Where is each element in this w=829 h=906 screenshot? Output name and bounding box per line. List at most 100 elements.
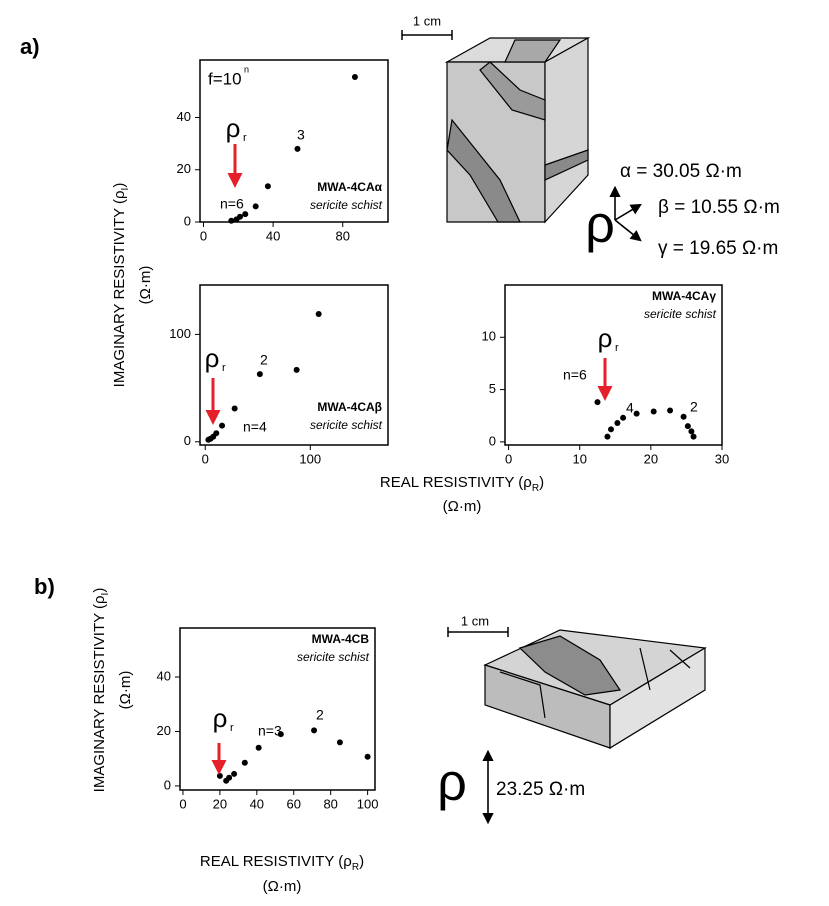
panel-label: a) bbox=[20, 34, 40, 59]
data-point bbox=[633, 410, 640, 417]
data-point bbox=[336, 739, 343, 746]
data-point bbox=[294, 145, 301, 152]
annotation: 2 bbox=[316, 707, 324, 723]
x-axis-unit: (Ω·m) bbox=[443, 498, 482, 515]
plot-frame bbox=[199, 59, 389, 223]
annotation: f=10 bbox=[208, 69, 242, 88]
text: I bbox=[120, 188, 131, 191]
rock-cube bbox=[444, 36, 591, 224]
y-tick-label: 40 bbox=[157, 668, 171, 683]
rho-symbol: ρ bbox=[437, 754, 467, 812]
annotation: ρ bbox=[205, 343, 220, 373]
data-point bbox=[252, 203, 259, 210]
annotation: n bbox=[244, 64, 249, 74]
rock-slab bbox=[483, 629, 707, 750]
data-point bbox=[614, 420, 621, 427]
x-tick-label: 40 bbox=[250, 796, 264, 811]
annotation: ρ bbox=[213, 703, 228, 733]
annotation: r bbox=[615, 342, 619, 354]
chart-title: MWA-4CAα bbox=[317, 180, 382, 194]
annotation: n=3 bbox=[258, 723, 282, 739]
annotation: n=6 bbox=[563, 367, 587, 383]
data-point bbox=[667, 407, 674, 414]
chart-title: MWA-4CAγ bbox=[652, 289, 716, 303]
x-tick-label: 30 bbox=[715, 451, 729, 466]
y-tick-label: 100 bbox=[169, 326, 191, 341]
data-point bbox=[690, 433, 697, 440]
text: R bbox=[532, 483, 539, 494]
scale-label: 1 cm bbox=[413, 13, 441, 28]
data-point bbox=[351, 73, 358, 80]
alpha-label: α = 30.05 Ω·m bbox=[620, 161, 742, 182]
annotation: 2 bbox=[690, 399, 698, 415]
x-axis-title: REAL RESISTIVITY (ρR) bbox=[380, 474, 544, 494]
data-point bbox=[364, 753, 371, 760]
data-point bbox=[604, 433, 611, 440]
text: R bbox=[352, 862, 359, 873]
text: ) bbox=[111, 183, 128, 188]
y-tick-label: 20 bbox=[177, 161, 191, 176]
y-tick-label: 0 bbox=[184, 213, 191, 228]
text: I bbox=[100, 593, 111, 596]
panel-label: b) bbox=[34, 574, 55, 599]
beta-label: β = 10.55 Ω·m bbox=[658, 197, 780, 218]
text: IMAGINARY RESISTIVITY (ρ bbox=[111, 190, 128, 387]
x-tick-label: 0 bbox=[505, 451, 512, 466]
x-tick-label: 0 bbox=[179, 796, 186, 811]
x-tick-label: 20 bbox=[644, 451, 658, 466]
x-tick-label: 80 bbox=[336, 228, 350, 243]
data-point bbox=[255, 744, 262, 751]
annotation: ρ bbox=[226, 113, 241, 143]
y-tick-label: 0 bbox=[184, 433, 191, 448]
data-point bbox=[219, 422, 226, 429]
chart-subtitle: sericite schist bbox=[310, 418, 383, 432]
plot-frame bbox=[504, 284, 723, 446]
x-tick-label: 20 bbox=[213, 796, 227, 811]
chart-title: MWA-4CAβ bbox=[317, 400, 382, 414]
y-axis-title: IMAGINARY RESISTIVITY (ρI) bbox=[91, 588, 111, 793]
y-tick-label: 0 bbox=[164, 777, 171, 792]
y-tick-label: 10 bbox=[482, 329, 496, 344]
data-point bbox=[216, 772, 223, 779]
x-axis-title: REAL RESISTIVITY (ρR) bbox=[200, 853, 364, 873]
scale-label: 1 cm bbox=[461, 613, 489, 628]
x-tick-label: 100 bbox=[357, 796, 379, 811]
value-label: 23.25 Ω·m bbox=[496, 779, 585, 800]
chart-subtitle: sericite schist bbox=[297, 650, 370, 664]
plot-frame bbox=[179, 627, 376, 791]
data-point bbox=[205, 436, 212, 443]
data-point bbox=[228, 217, 235, 224]
direction-arrows bbox=[609, 185, 642, 242]
data-point bbox=[311, 727, 318, 734]
annotation: 3 bbox=[297, 127, 305, 143]
x-tick-label: 100 bbox=[299, 451, 321, 466]
data-point bbox=[650, 408, 657, 415]
chart-subtitle: sericite schist bbox=[310, 198, 383, 212]
text: IMAGINARY RESISTIVITY (ρ bbox=[91, 595, 108, 792]
text: ) bbox=[539, 474, 544, 491]
data-point bbox=[277, 731, 284, 738]
y-tick-label: 40 bbox=[177, 109, 191, 124]
data-point bbox=[684, 423, 691, 430]
y-tick-label: 20 bbox=[157, 723, 171, 738]
text: REAL RESISTIVITY (ρ bbox=[380, 474, 532, 491]
y-axis-unit: (Ω·m) bbox=[117, 671, 134, 710]
data-point bbox=[256, 371, 263, 378]
x-tick-label: 10 bbox=[572, 451, 586, 466]
annotation: r bbox=[230, 722, 234, 734]
annotation: r bbox=[243, 132, 247, 144]
annotation: ρ bbox=[598, 323, 613, 353]
text: REAL RESISTIVITY (ρ bbox=[200, 853, 352, 870]
chart-title: MWA-4CB bbox=[312, 632, 370, 646]
text: ) bbox=[91, 588, 108, 593]
annotation: n=6 bbox=[220, 196, 244, 212]
data-point bbox=[315, 310, 322, 317]
data-point bbox=[688, 428, 695, 435]
x-axis-unit: (Ω·m) bbox=[263, 878, 302, 895]
scale-bar bbox=[401, 30, 453, 40]
gamma-label: γ = 19.65 Ω·m bbox=[658, 238, 778, 259]
x-tick-label: 0 bbox=[202, 451, 209, 466]
data-point bbox=[233, 216, 240, 223]
data-point bbox=[293, 366, 300, 373]
